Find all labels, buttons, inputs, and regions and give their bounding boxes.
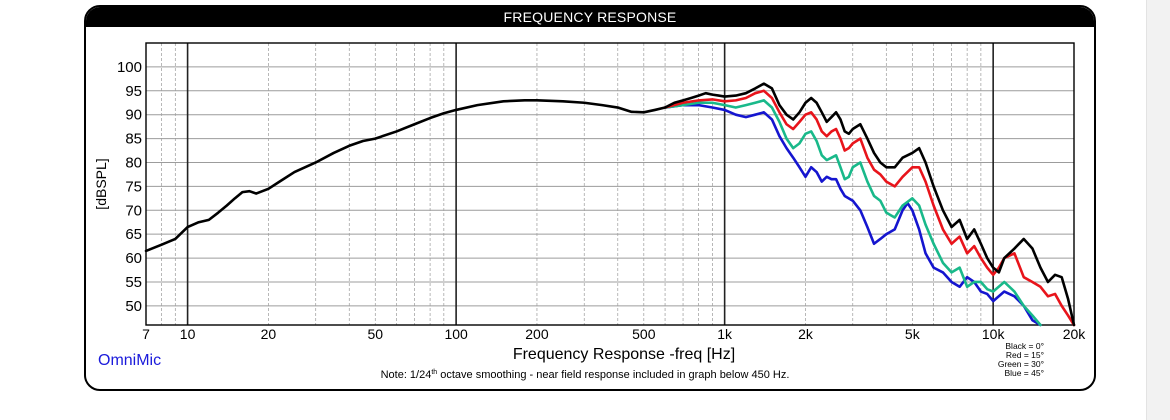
panel-header: FREQUENCY RESPONSE [86,7,1094,27]
y-tick-label: 55 [125,274,142,291]
scroll-edge [1146,0,1170,420]
y-axis-label: [dBSPL] [93,158,109,209]
y-tick-label: 100 [117,59,142,76]
chart-title: FREQUENCY RESPONSE [503,9,677,25]
x-tick-label: 10 [180,326,196,342]
x-tick-label: 20k [1063,326,1087,342]
legend: Black = 0°Red = 15°Green = 30°Blue = 45° [998,341,1044,378]
legend-entry: Black = 0° [1005,341,1044,351]
x-tick-label: 5k [905,326,921,342]
x-tick-label: 100 [444,326,468,342]
note-superscript: th [431,369,437,376]
y-tick-label: 65 [125,226,142,243]
legend-entry: Red = 15° [1006,350,1044,360]
y-tick-label: 90 [125,107,142,124]
x-tick-label: 200 [525,326,549,342]
x-tick-label: 10k [982,326,1006,342]
x-tick-label: 20 [261,326,277,342]
x-tick-label: 50 [367,326,383,342]
note-prefix: Note: 1/24 [381,369,432,381]
brand-logo: OmniMic [98,352,161,369]
series-line-black [144,82,1076,327]
x-tick-label: 7 [142,326,150,342]
plot-area [146,43,1074,325]
y-tick-label: 50 [125,298,142,315]
y-tick-labels: 50 55 60 65 70 75 80 85 90 95 100 [117,59,142,315]
y-tick-label: 85 [125,131,142,148]
legend-entry: Green = 30° [998,359,1044,369]
x-tick-label: 2k [798,326,814,342]
y-tick-label: 80 [125,154,142,171]
x-tick-labels: 7 10 20 50 100 200 500 1k 2k 5k 10k 20k [142,326,1086,342]
x-axis-label: Frequency Response -freq [Hz] [513,346,735,363]
y-tick-label: 75 [125,178,142,195]
note-suffix: octave smoothing - near field response i… [437,369,789,381]
legend-entry: Blue = 45° [1004,368,1044,378]
smoothing-note: Note: 1/24th octave smoothing - near fie… [381,369,790,381]
plot-border [145,42,1075,326]
x-tick-label: 500 [632,326,656,342]
series-line-green [663,99,1042,327]
y-tick-label: 70 [125,202,142,219]
x-tick-label: 1k [717,326,733,342]
y-tick-label: 95 [125,83,142,100]
major-grid [186,43,994,325]
horizontal-grid [146,66,1074,307]
y-tick-label: 60 [125,250,142,267]
series-lines [144,82,1076,327]
